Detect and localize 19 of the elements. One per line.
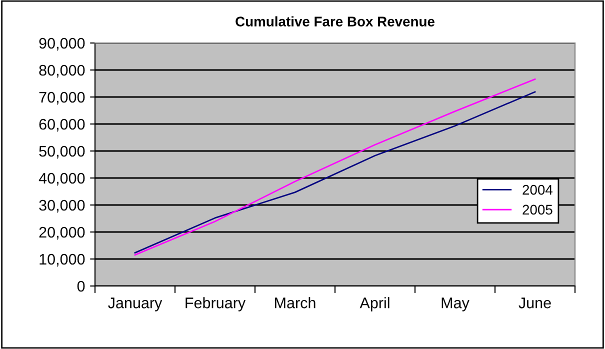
legend-label: 2005: [522, 204, 552, 215]
y-tick-label: 50,000: [39, 146, 85, 158]
x-tick-label: February: [186, 297, 246, 312]
y-tick-label: 30,000: [39, 200, 85, 212]
x-tick-label: May: [442, 298, 470, 312]
y-tick-label: 0: [77, 280, 85, 292]
legend-label: 2004: [522, 184, 552, 195]
x-tick-label: January: [108, 298, 162, 312]
y-tick-label: 90,000: [39, 38, 85, 50]
y-tick-label: 10,000: [40, 254, 85, 266]
x-tick-label: April: [360, 297, 390, 312]
x-tick-label: June: [518, 298, 551, 308]
chart-title: Cumulative Fare Box Revenue: [236, 16, 434, 26]
y-tick-label: 40,000: [38, 172, 85, 186]
y-tick-label: 20,000: [39, 226, 85, 240]
y-tick-label: 80,000: [39, 64, 85, 78]
x-tick-label: March: [275, 297, 316, 308]
y-tick-label: 70,000: [39, 92, 85, 104]
y-tick-label: 60,000: [39, 118, 85, 132]
